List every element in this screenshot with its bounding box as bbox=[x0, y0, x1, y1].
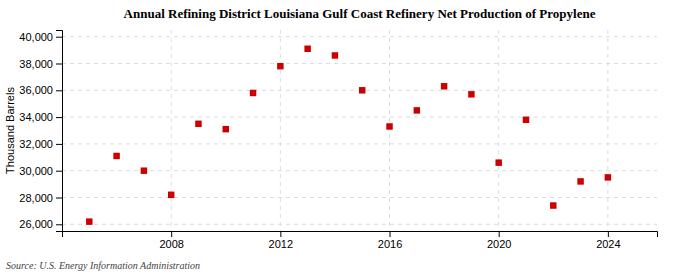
tick: 34,000 bbox=[19, 111, 62, 123]
point bbox=[141, 167, 147, 173]
axis-line bbox=[63, 232, 658, 238]
tick-label: 32,000 bbox=[19, 138, 53, 150]
grid-line bbox=[171, 30, 172, 231]
tick-label: 2024 bbox=[596, 238, 620, 250]
tick-mark bbox=[608, 231, 609, 237]
tick: 2008 bbox=[159, 231, 183, 250]
tick: 38,000 bbox=[19, 58, 62, 70]
point bbox=[441, 83, 447, 89]
grid-line bbox=[280, 30, 281, 231]
tick: 2024 bbox=[596, 231, 620, 250]
point bbox=[195, 121, 201, 127]
tick-mark bbox=[56, 144, 62, 145]
tick-label: 26,000 bbox=[19, 218, 53, 230]
tick-mark bbox=[56, 117, 62, 118]
point bbox=[359, 87, 365, 93]
tick: 2020 bbox=[487, 231, 511, 250]
point bbox=[550, 202, 556, 208]
grid-line bbox=[62, 117, 657, 118]
grid-line bbox=[389, 30, 390, 231]
tick: 40,000 bbox=[19, 31, 62, 43]
title: Annual Refining District Louisiana Gulf … bbox=[124, 6, 596, 21]
source: Source: U.S. Energy Information Administ… bbox=[6, 260, 200, 271]
tick-label: 2012 bbox=[269, 238, 293, 250]
grid-line bbox=[62, 197, 657, 198]
point bbox=[277, 63, 283, 69]
point bbox=[605, 174, 611, 180]
tick: 2016 bbox=[378, 231, 402, 250]
tick-label: 2020 bbox=[487, 238, 511, 250]
chart: 2008 2012 2016 2020 2024 26,000 28,000 30,000 32… bbox=[0, 0, 675, 275]
point bbox=[168, 192, 174, 198]
tick-mark bbox=[280, 231, 281, 237]
tick-label: 34,000 bbox=[19, 111, 53, 123]
tick-mark bbox=[56, 37, 62, 38]
tick-mark bbox=[390, 231, 391, 237]
grid-line bbox=[62, 63, 657, 64]
tick: 26,000 bbox=[19, 218, 62, 230]
point bbox=[523, 117, 529, 123]
tick: 30,000 bbox=[19, 165, 62, 177]
point bbox=[223, 126, 229, 132]
point bbox=[250, 90, 256, 96]
point bbox=[332, 52, 338, 58]
tick-mark bbox=[56, 64, 62, 65]
tick-label: 28,000 bbox=[19, 192, 53, 204]
grid-line bbox=[62, 143, 657, 144]
grid-line bbox=[62, 170, 657, 171]
tick: 2012 bbox=[269, 231, 293, 250]
tick-mark bbox=[56, 90, 62, 91]
point bbox=[86, 218, 92, 224]
point bbox=[495, 159, 501, 165]
tick-label: 40,000 bbox=[19, 31, 53, 43]
tick-label: 38,000 bbox=[19, 58, 53, 70]
tick-mark bbox=[56, 224, 62, 225]
plot: 2008 2012 2016 2020 2024 26,000 28,000 30,000 32… bbox=[19, 30, 657, 250]
tick-mark bbox=[56, 198, 62, 199]
x-axis: 2008 2012 2016 2020 2024 bbox=[63, 231, 658, 250]
point bbox=[386, 123, 392, 129]
y-axis-title: Thousand Barrels bbox=[4, 87, 16, 174]
tick: 28,000 bbox=[19, 192, 62, 204]
tick: 32,000 bbox=[19, 138, 62, 150]
point bbox=[304, 46, 310, 52]
point bbox=[113, 153, 119, 159]
grid-line bbox=[607, 30, 608, 231]
grid-line bbox=[62, 36, 657, 37]
point bbox=[577, 178, 583, 184]
point bbox=[414, 107, 420, 113]
tick-mark bbox=[499, 231, 500, 237]
tick-label: 2016 bbox=[378, 238, 402, 250]
grid-line bbox=[62, 224, 657, 225]
tick-mark bbox=[56, 171, 62, 172]
tick-label: 30,000 bbox=[19, 165, 53, 177]
tick-label: 36,000 bbox=[19, 84, 53, 96]
grid bbox=[62, 30, 657, 231]
tick-label: 2008 bbox=[159, 238, 183, 250]
point bbox=[468, 91, 474, 97]
points bbox=[86, 46, 611, 225]
tick: 36,000 bbox=[19, 84, 62, 96]
grid-line bbox=[498, 30, 499, 231]
y-axis: 26,000 28,000 30,000 32,000 34,000 36,000 38,0… bbox=[19, 31, 62, 232]
axis-line bbox=[56, 31, 63, 232]
tick-mark bbox=[171, 231, 172, 237]
